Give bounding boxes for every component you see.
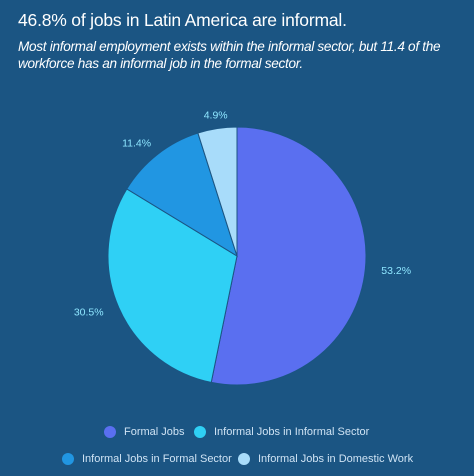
legend-swatch <box>62 453 74 465</box>
legend-item-formal-jobs[interactable]: Formal Jobs <box>104 426 185 438</box>
legend-label: Formal Jobs <box>124 426 185 438</box>
slice-label: 11.4% <box>122 138 151 150</box>
chart-subtitle: Most informal employment exists within t… <box>18 39 441 71</box>
pie-slice-formal-jobs[interactable] <box>210 126 367 386</box>
pie-slice-informal-jobs-in-formal-sector[interactable] <box>126 132 238 258</box>
pie-slice-informal-jobs-in-informal-sector[interactable] <box>107 188 238 383</box>
slice-label: 30.5% <box>74 307 104 319</box>
chart-title: 46.8% of jobs in Latin America are infor… <box>18 10 347 30</box>
legend-swatch <box>104 426 116 438</box>
legend-swatch <box>238 453 250 465</box>
legend-item-informal-jobs-informal-sector[interactable]: Informal Jobs in Informal Sector <box>194 426 369 438</box>
legend-item-informal-jobs-domestic-work[interactable]: Informal Jobs in Domestic Work <box>238 453 413 465</box>
chart-legend: Formal Jobs Informal Jobs in Informal Se… <box>0 422 474 476</box>
legend-label: Informal Jobs in Domestic Work <box>258 453 414 465</box>
legend-item-informal-jobs-formal-sector[interactable]: Informal Jobs in Formal Sector <box>62 453 232 465</box>
legend-label: Informal Jobs in Informal Sector <box>214 426 370 438</box>
pie-slice-informal-jobs-in-domestic-work[interactable] <box>197 126 238 257</box>
legend-label: Informal Jobs in Formal Sector <box>82 453 232 465</box>
slice-label: 4.9% <box>204 110 228 122</box>
legend-swatch <box>194 426 206 438</box>
slice-label: 53.2% <box>381 265 411 277</box>
